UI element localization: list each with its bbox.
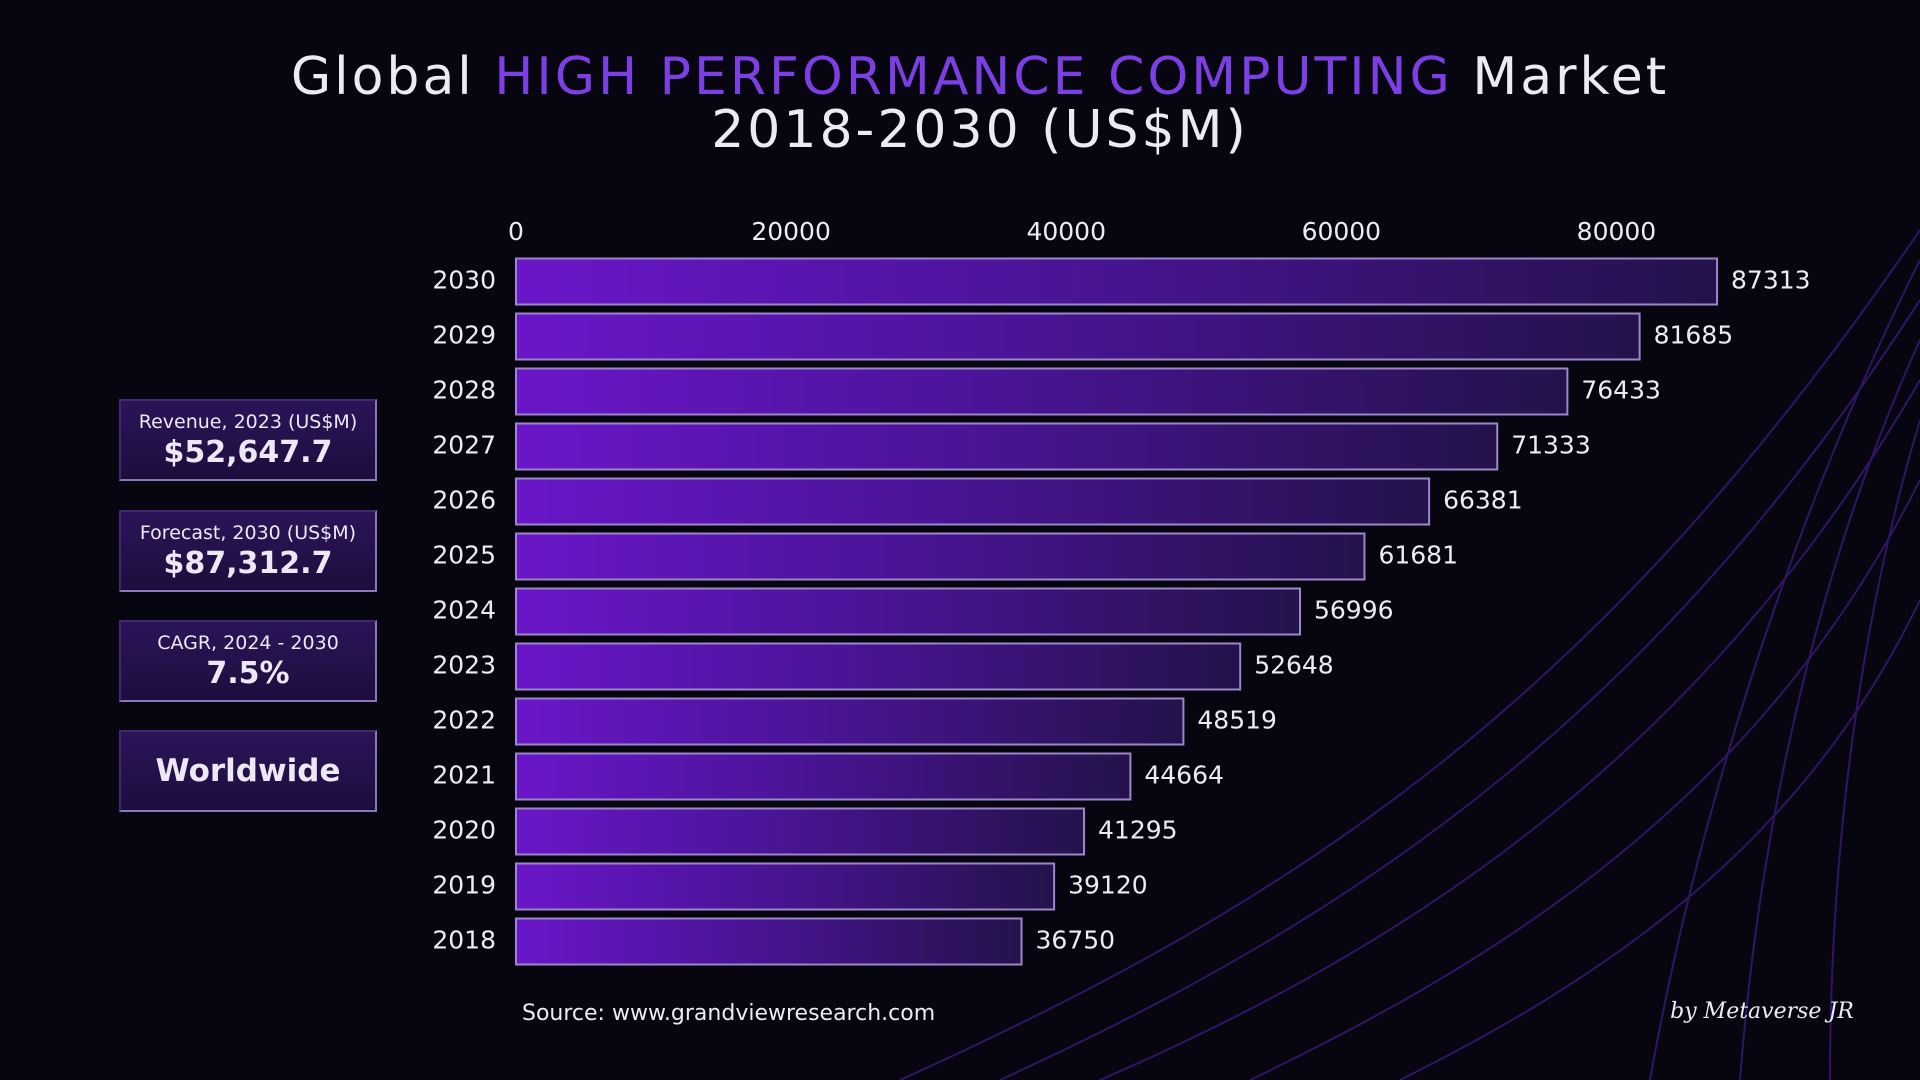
bar [515,642,1242,691]
y-tick-label: 2021 [432,761,496,790]
bar [515,862,1056,911]
x-tick-label: 0 [508,217,524,246]
value-label: 61681 [1378,541,1458,570]
bar [515,532,1366,581]
stat-label: Revenue, 2023 (US$M) [138,411,358,433]
value-label: 36750 [1036,926,1116,955]
title-prefix: Global [291,47,475,107]
stat-label: CAGR, 2024 - 2030 [157,632,339,654]
signature: by Metaverse JR [1670,999,1854,1024]
y-tick-label: 2018 [432,926,496,955]
value-label: 56996 [1314,596,1394,625]
stat-value: $52,647.7 [163,435,333,470]
bar [515,752,1132,801]
stat-box: Revenue, 2023 (US$M) $52,647.7 [119,399,377,481]
y-tick-label: 2022 [432,706,496,735]
stat-box: Forecast, 2030 (US$M) $87,312.7 [119,510,377,592]
y-tick-label: 2030 [432,266,496,295]
y-tick-label: 2023 [432,651,496,680]
stat-label: Forecast, 2030 (US$M) [139,522,357,544]
y-tick-label: 2025 [432,541,496,570]
value-label: 81685 [1654,321,1734,350]
value-label: 39120 [1068,871,1148,900]
value-label: 52648 [1254,651,1334,680]
title-highlight: HIGH PERFORMANCE COMPUTING [494,47,1453,107]
value-label: 66381 [1443,486,1523,515]
y-tick-label: 2027 [432,431,496,460]
bar [515,312,1641,361]
stat-box: CAGR, 2024 - 2030 7.5% [119,620,377,702]
value-label: 87313 [1731,266,1811,295]
stat-value: 7.5% [206,656,290,691]
bar [515,422,1499,471]
value-label: 44664 [1144,761,1224,790]
y-tick-label: 2024 [432,596,496,625]
title-suffix: Market [1472,47,1669,107]
y-tick-label: 2026 [432,486,496,515]
stat-value: $87,312.7 [163,546,333,581]
x-tick-label: 80000 [1577,217,1657,246]
value-label: 41295 [1098,816,1178,845]
chart-title: Global HIGH PERFORMANCE COMPUTING Market [291,47,1669,107]
bar [515,917,1023,966]
region-box: Worldwide [119,730,377,812]
bar [515,807,1086,856]
x-tick-label: 20000 [751,217,831,246]
y-tick-label: 2028 [432,376,496,405]
y-tick-label: 2019 [432,871,496,900]
y-tick-label: 2020 [432,816,496,845]
decor-lines [899,229,1920,1080]
chart-subtitle: 2018-2030 (US$M) [711,100,1249,160]
bar [515,587,1302,636]
bar [515,367,1569,416]
x-tick-label: 60000 [1302,217,1382,246]
bar [515,257,1719,306]
source: Source: www.grandviewresearch.com [522,1001,935,1026]
value-label: 76433 [1581,376,1661,405]
bar [515,697,1185,746]
y-tick-label: 2029 [432,321,496,350]
bar [515,477,1431,526]
value-label: 71333 [1511,431,1591,460]
x-tick-label: 40000 [1026,217,1106,246]
value-label: 48519 [1197,706,1277,735]
